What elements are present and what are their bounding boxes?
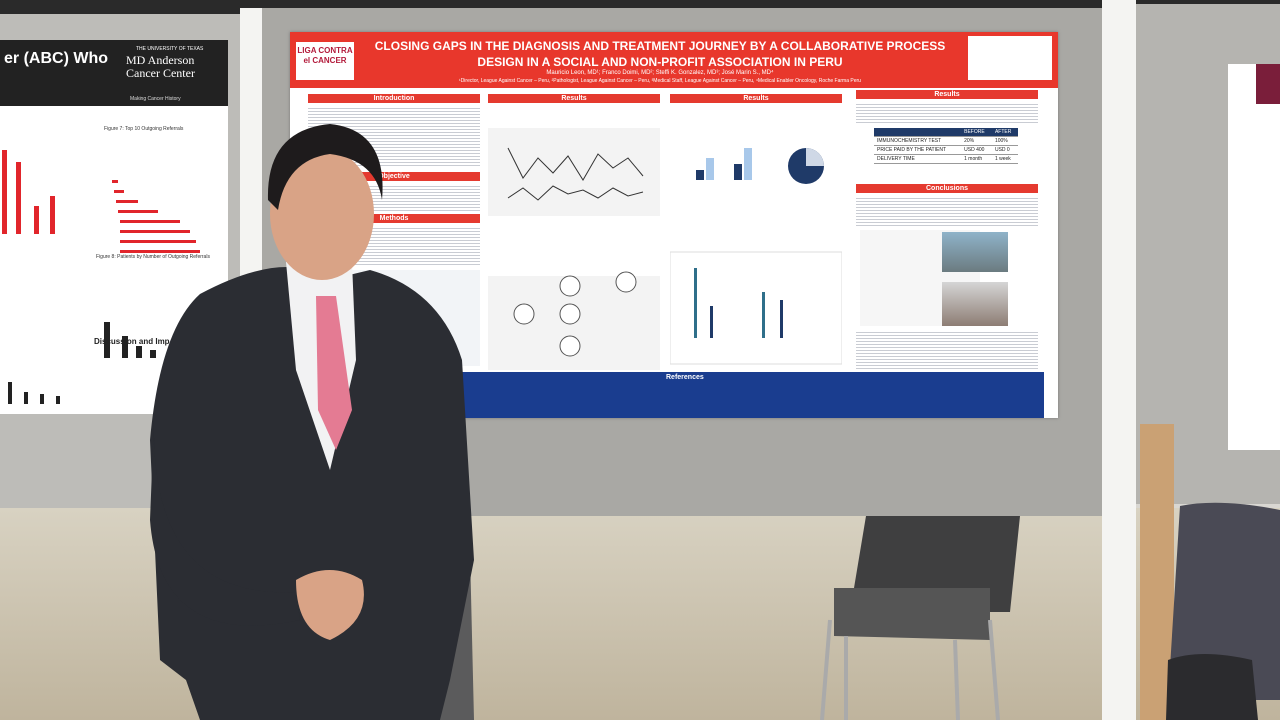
table-header: AFTER [991,128,1018,137]
building-photo [942,232,1008,272]
chair [1166,502,1280,720]
poster-title: CLOSING GAPS IN THE DIAGNOSIS AND TREATM… [374,39,946,69]
bar-graphic [2,150,200,253]
institution: THE UNIVERSITY OF TEXAS [136,46,204,52]
poster-logo: LIGA CONTRA el CANCER [296,42,354,80]
table-cell: PRICE PAID BY THE PATIENT [874,145,962,155]
table-header: BEFORE [961,128,992,137]
table-cell: IMMUNOCHEMISTRY TEST [874,136,962,146]
section-heading: Results [856,90,1038,99]
table-cell: 100% [991,136,1018,146]
results-figures [488,128,660,370]
references-heading: References [666,374,704,381]
section-heading: Methods [308,214,480,223]
text-block [856,102,1038,124]
right-poster-header [1256,64,1280,104]
poster-header [290,32,1058,88]
text-block [856,196,1038,226]
discussion-heading: Discussion and Imp [94,337,170,346]
right-poster [1228,64,1280,450]
table-cell: DELIVERY TIME [874,154,962,164]
left-poster-figures [2,150,200,404]
poster-affiliations: ¹Director, League Against Cancer – Peru,… [459,78,861,84]
person [150,124,474,720]
poster-authors: Mauricio Leon, MD¹; Franco Doimi, MD²; S… [546,70,774,76]
table-cell: 1 week [991,154,1018,164]
section-heading: Objective [308,172,480,181]
tagline: Making Cancer History [130,96,181,102]
bar-graphic [8,322,156,404]
main-poster: LIGA CONTRA el CANCER CLOSING GAPS IN TH… [290,32,1058,418]
figure-caption: Figure 8: Patients by Number of Outgoing… [96,254,210,260]
left-poster-header [0,40,228,106]
text-block [856,330,1038,370]
table-cell: USD 0 [991,145,1018,155]
table-cell: 20% [961,136,992,146]
references-bar [458,372,1044,418]
building-photo [942,282,1008,326]
divider-pole [1102,0,1136,720]
table-cell: USD 400 [961,145,992,155]
figure-caption: Figure 7: Top 10 Outgoing Referrals [104,126,184,132]
left-poster-title: er (ABC) Who [4,50,108,67]
results-table: BEFORE AFTER IMMUNOCHEMISTRY TEST 20% 100% … [874,128,1018,164]
institution-logo: MD Anderson Cancer Center [126,53,195,80]
table-cell: 1 month [961,154,992,164]
chair [820,516,1020,720]
results-figures [670,128,842,365]
section-heading: Introduction [308,94,480,103]
sponsor-logo [968,36,1052,80]
section-heading: Results [488,94,660,103]
section-heading: Results [670,94,842,103]
section-heading: Conclusions [856,184,1038,193]
